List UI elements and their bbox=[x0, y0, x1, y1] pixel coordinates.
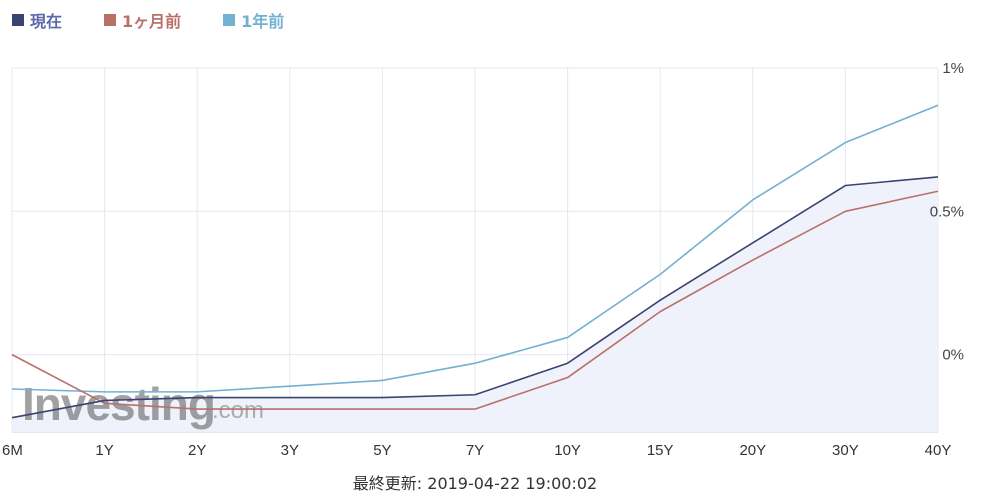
y-tick-label: 1% bbox=[942, 60, 964, 77]
x-tick-label: 7Y bbox=[466, 442, 484, 459]
series-lines bbox=[11, 104, 939, 419]
x-tick-label: 1Y bbox=[95, 442, 113, 459]
legend-swatch-1-month-ago bbox=[104, 14, 117, 26]
x-tick-label: 10Y bbox=[554, 442, 581, 459]
series-line-1-year-ago bbox=[11, 104, 939, 393]
x-tick-label: 2Y bbox=[188, 442, 206, 459]
legend-item-1-year-ago[interactable]: 1年前 bbox=[223, 8, 284, 32]
legend-label-current: 現在 bbox=[30, 12, 63, 31]
x-tick-label: 3Y bbox=[281, 442, 299, 459]
x-tick-label: 5Y bbox=[373, 442, 391, 459]
series-line-1-month-ago bbox=[11, 190, 939, 410]
watermark: Investing .com bbox=[22, 378, 264, 430]
y-axis-ticks: 0% 0.5% 1% bbox=[930, 60, 964, 364]
legend-swatch-1-year-ago bbox=[223, 14, 236, 26]
y-tick-label: 0.5% bbox=[930, 203, 964, 220]
x-tick-label: 20Y bbox=[739, 442, 766, 459]
x-tick-label: 15Y bbox=[647, 442, 674, 459]
series-line-current bbox=[11, 176, 939, 419]
chart-legend: 現在 1ヶ月前 1年前 bbox=[12, 6, 326, 34]
area-fill bbox=[12, 176, 938, 432]
x-tick-label: 30Y bbox=[832, 442, 859, 459]
y-tick-label: 0% bbox=[942, 347, 964, 364]
legend-swatch-current bbox=[12, 14, 24, 26]
last-updated: 最終更新: 2019-04-22 19:00:02 bbox=[352, 474, 598, 493]
legend-label-1-year-ago: 1年前 bbox=[241, 12, 285, 31]
x-tick-label: 40Y bbox=[925, 442, 952, 459]
legend-item-1-month-ago[interactable]: 1ヶ月前 bbox=[104, 8, 181, 32]
x-tick-label: 6M bbox=[2, 442, 23, 459]
legend-item-current[interactable]: 現在 bbox=[12, 8, 62, 32]
x-axis-ticks: 6M 1Y 2Y 3Y 5Y 7Y 10Y 15Y 20Y 30Y 40Y bbox=[2, 442, 951, 459]
area-fill-current bbox=[12, 176, 938, 432]
legend-label-1-month-ago: 1ヶ月前 bbox=[122, 12, 182, 31]
watermark-suffix: .com bbox=[212, 397, 264, 424]
